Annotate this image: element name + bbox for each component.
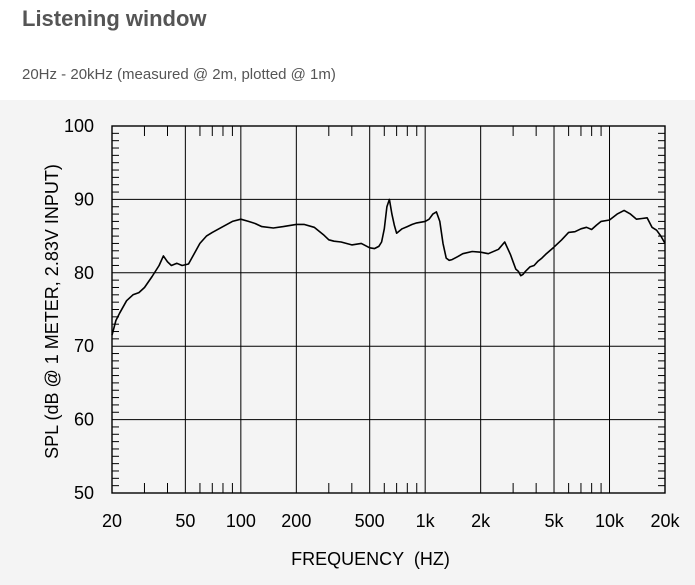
y-tick-label: 70 [74, 336, 94, 356]
plot-frame [111, 125, 666, 494]
y-tick-label: 50 [74, 483, 94, 503]
x-tick-label: 2k [471, 511, 491, 531]
x-axis-title: FREQUENCY (HZ) [291, 549, 450, 569]
x-tick-label: 200 [281, 511, 311, 531]
x-tick-label: 500 [355, 511, 385, 531]
x-tick-label: 50 [175, 511, 195, 531]
x-tick-label: 10k [595, 511, 625, 531]
y-tick-label: 90 [74, 189, 94, 209]
y-tick-label: 100 [64, 116, 94, 136]
x-tick-label: 20 [102, 511, 122, 531]
y-tick-labels: 100 90 80 70 60 50 [64, 116, 94, 503]
x-tick-label: 1k [416, 511, 436, 531]
y-axis-title: SPL (dB @ 1 METER, 2.83V INPUT) [42, 164, 62, 459]
chart-figure: 100 90 80 70 60 50 20 50 100 200 500 1k 2k 5k 10k 20k … [0, 100, 695, 585]
y-tick-label: 60 [74, 410, 94, 430]
series-layer [111, 198, 666, 336]
minor-ticks [112, 126, 665, 493]
x-tick-label: 100 [226, 511, 256, 531]
grid-lines [112, 126, 665, 493]
page-subtitle: 20Hz - 20kHz (measured @ 2m, plotted @ 1… [22, 66, 336, 83]
x-tick-labels: 20 50 100 200 500 1k 2k 5k 10k 20k [102, 511, 681, 531]
response-curve [111, 198, 666, 336]
page-title: Listening window [22, 6, 207, 31]
x-tick-label: 20k [650, 511, 680, 531]
x-tick-label: 5k [545, 511, 565, 531]
y-tick-label: 80 [74, 263, 94, 283]
